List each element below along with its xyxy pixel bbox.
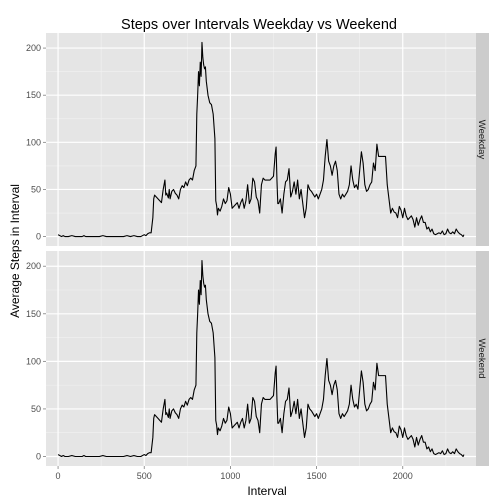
y-tick-label: 200 <box>26 43 41 53</box>
y-tick-label: 100 <box>26 137 41 147</box>
x-tick-label: 1000 <box>220 471 240 481</box>
y-tick-label: 0 <box>36 451 41 461</box>
facet-strip <box>476 251 489 466</box>
facet-panel-weekend: 0 50 100 150 200 Weekend <box>26 251 489 466</box>
x-tick-label: 500 <box>137 471 152 481</box>
x-tick-label: 1500 <box>307 471 327 481</box>
panel-background <box>46 251 476 466</box>
facet-panel-weekday: 0 50 100 150 200 Weekday <box>26 33 489 246</box>
x-tick-label: 0 <box>56 471 61 481</box>
y-tick-label: 50 <box>31 404 41 414</box>
y-tick-label: 150 <box>26 309 41 319</box>
series-line-weekend <box>57 259 465 458</box>
facet-strip-label: Weekend <box>476 339 487 379</box>
facet-panels: 0 50 100 150 200 Weekday 0 50 100 150 200 Weekend 0 5… <box>26 33 489 481</box>
y-tick-label: 0 <box>36 232 41 242</box>
x-axis-title: Interval <box>247 484 286 498</box>
chart-title: Steps over Intervals Weekday vs Weekend <box>121 17 397 33</box>
y-tick-label: 200 <box>26 261 41 271</box>
facet-strip <box>476 33 489 246</box>
panel-background <box>46 33 476 246</box>
y-tick-label: 150 <box>26 90 41 100</box>
y-tick-label: 50 <box>31 184 41 194</box>
x-axis: 0 500 1000 1500 2000 <box>56 466 413 481</box>
y-tick-label: 100 <box>26 356 41 366</box>
facet-strip-label: Weekday <box>476 120 487 160</box>
y-axis-title: Average Steps in Interval <box>8 184 22 318</box>
series-line-weekday <box>57 41 465 238</box>
x-tick-label: 2000 <box>393 471 413 481</box>
